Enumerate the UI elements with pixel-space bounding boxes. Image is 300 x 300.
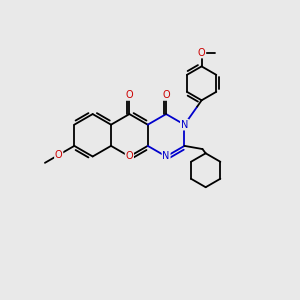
Text: O: O: [55, 150, 62, 160]
Text: O: O: [198, 48, 206, 58]
Text: O: O: [126, 90, 133, 100]
Text: O: O: [126, 152, 133, 161]
Text: O: O: [162, 90, 170, 100]
Text: N: N: [162, 152, 170, 161]
Text: N: N: [181, 120, 188, 130]
